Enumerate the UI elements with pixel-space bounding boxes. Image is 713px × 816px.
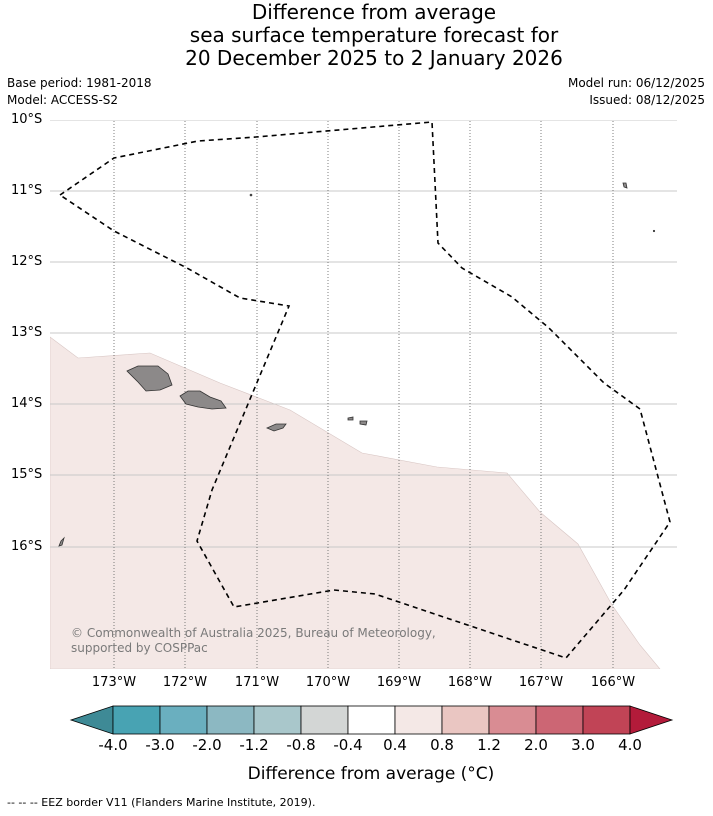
colorbar-tick-label: -4.0 xyxy=(98,736,128,754)
rose-atoll xyxy=(652,229,656,233)
lon-label: 170°W xyxy=(305,675,351,690)
lon-label: 168°W xyxy=(447,675,493,690)
colorbar-tick-label: 0.4 xyxy=(383,736,407,754)
lon-label: 172°W xyxy=(162,675,208,690)
atafu-atoll xyxy=(622,182,628,189)
copyright-notice: © Commonwealth of Australia 2025, Bureau… xyxy=(71,626,436,655)
colorbar-title: Difference from average (°C) xyxy=(247,764,495,784)
lat-label: 15°S xyxy=(11,467,43,482)
swains-island xyxy=(249,193,253,197)
colorbar-segment xyxy=(488,705,537,735)
colorbar-segment xyxy=(347,705,396,735)
lon-label: 167°W xyxy=(518,675,564,690)
lat-label: 13°S xyxy=(11,325,43,340)
land-islands xyxy=(58,182,656,547)
lon-label: 166°W xyxy=(590,675,636,690)
colorbar-tick-label: 0.8 xyxy=(430,736,454,754)
model-run: Model run: 06/12/2025 xyxy=(567,76,705,90)
lat-label: 14°S xyxy=(11,396,43,411)
colorbar-tick-label: 2.0 xyxy=(524,736,548,754)
model-name: Model: ACCESS-S2 xyxy=(7,93,119,107)
anomaly-region xyxy=(50,336,661,669)
ofu-island xyxy=(347,416,354,421)
lat-label: 11°S xyxy=(11,183,43,198)
lat-label: 12°S xyxy=(11,254,43,269)
upolu-island xyxy=(179,390,227,410)
lat-label: 16°S xyxy=(11,539,43,554)
tutuila-island xyxy=(266,423,287,432)
colorbar-tick-label: -0.4 xyxy=(333,736,363,754)
colorbar-extend-low xyxy=(69,705,114,735)
colorbar-tick-label: 3.0 xyxy=(571,736,595,754)
colorbar-segment xyxy=(582,705,631,735)
title-line-3: 20 December 2025 to 2 January 2026 xyxy=(185,46,563,70)
colorbar-segment xyxy=(206,705,255,735)
issued-date: Issued: 08/12/2025 xyxy=(589,93,705,107)
colorbar-tick-label: -2.0 xyxy=(192,736,222,754)
colorbar-segment xyxy=(300,705,349,735)
lon-label: 173°W xyxy=(91,675,137,690)
title-line-1: Difference from average xyxy=(251,0,497,24)
eez-border xyxy=(58,121,671,659)
colorbar-tick-label: -1.2 xyxy=(239,736,269,754)
colorbar-tick-label: -0.8 xyxy=(286,736,316,754)
colorbar-tick-label: 1.2 xyxy=(477,736,501,754)
colorbar-tick-label: -3.0 xyxy=(145,736,175,754)
colorbar-segment xyxy=(159,705,208,735)
colorbar-tick-label: 4.0 xyxy=(618,736,642,754)
colorbar-segment xyxy=(112,705,161,735)
colorbar-segment xyxy=(394,705,443,735)
latitude-gridlines xyxy=(50,120,677,548)
base-period: Base period: 1981-2018 xyxy=(7,76,152,90)
colorbar xyxy=(69,705,674,735)
west-islet xyxy=(58,536,65,547)
title-line-2: sea surface temperature forecast for xyxy=(189,23,559,47)
lon-label: 171°W xyxy=(234,675,280,690)
colorbar-segment xyxy=(253,705,302,735)
colorbar-segment xyxy=(535,705,584,735)
tau-island xyxy=(359,420,368,426)
eez-footnote: -- -- -- EEZ border V11 (Flanders Marine… xyxy=(7,796,316,809)
lon-label: 169°W xyxy=(376,675,422,690)
colorbar-segment xyxy=(441,705,490,735)
colorbar-extend-high xyxy=(629,705,674,735)
lat-label: 10°S xyxy=(11,112,43,127)
savaii-island xyxy=(126,365,173,392)
